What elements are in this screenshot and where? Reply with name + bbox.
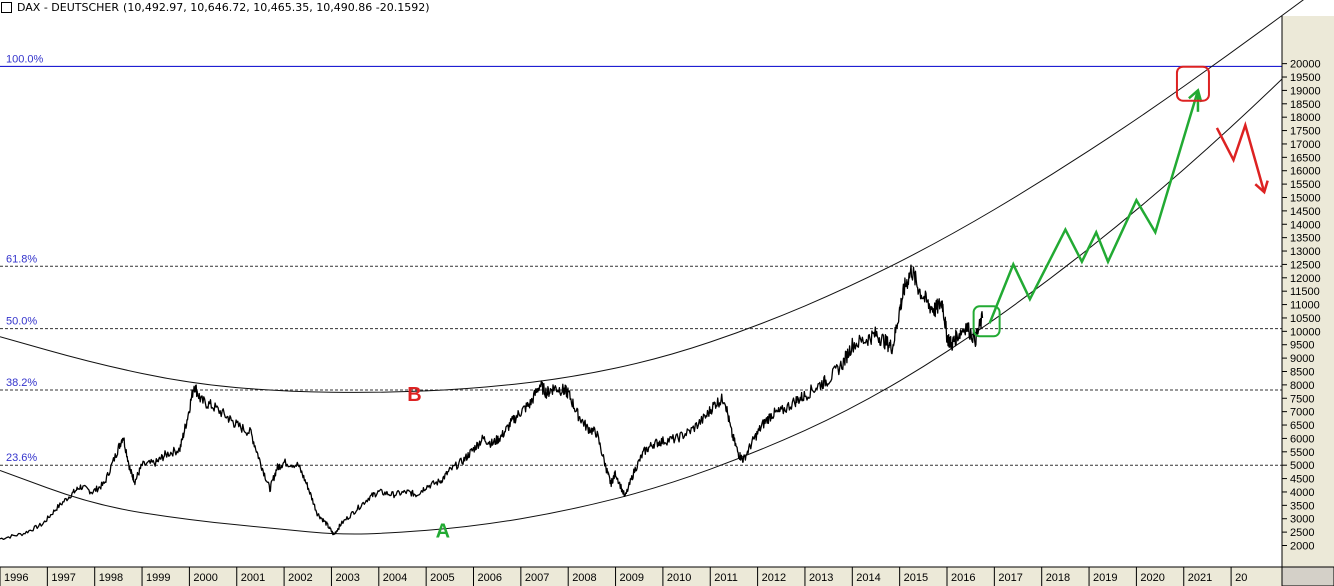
x-axis-tick-label: 1999	[146, 572, 170, 584]
trend-curve-b	[0, 0, 1304, 393]
y-axis-tick-label: 10500	[1290, 313, 1321, 325]
y-axis-tick-label: 15000	[1290, 192, 1321, 204]
x-axis-tick-label: 2015	[904, 572, 928, 584]
y-axis-panel	[1282, 16, 1334, 567]
y-axis-tick-label: 14500	[1290, 206, 1321, 218]
window-icon[interactable]	[1, 1, 12, 13]
y-axis-tick-label: 17000	[1290, 139, 1321, 151]
y-axis-tick-label: 5500	[1290, 447, 1314, 459]
y-axis-tick-label: 16500	[1290, 152, 1321, 164]
green-projection-line	[988, 90, 1200, 324]
fib-level-label: 38.2%	[6, 377, 37, 389]
x-axis-tick-label: 2000	[193, 572, 217, 584]
y-axis-tick-label: 11000	[1290, 300, 1320, 312]
fib-level-label: 23.6%	[6, 452, 37, 464]
trend-curve-a	[0, 36, 1327, 535]
y-axis-tick-label: 20000	[1290, 59, 1321, 71]
x-axis-tick-label: 2012	[762, 572, 786, 584]
y-axis-tick-label: 8000	[1290, 380, 1314, 392]
x-axis-tick-label: 2018	[1046, 572, 1070, 584]
y-axis-tick-label: 18000	[1290, 112, 1321, 124]
y-axis-tick-label: 14000	[1290, 219, 1321, 231]
y-axis-tick-label: 2000	[1290, 541, 1314, 553]
x-axis-tick-label: 2020	[1140, 572, 1164, 584]
x-axis-tick-label: 2001	[241, 572, 265, 584]
x-axis-panel	[0, 567, 1334, 586]
x-axis-tick-label: 2013	[809, 572, 833, 584]
y-axis-tick-label: 7500	[1290, 393, 1314, 405]
y-axis-tick-label: 18500	[1290, 99, 1321, 111]
y-axis-tick-label: 9000	[1290, 353, 1314, 365]
y-axis-tick-label: 17500	[1290, 126, 1321, 138]
y-axis-tick-label: 4500	[1290, 474, 1314, 486]
y-axis-tick-label: 2500	[1290, 527, 1314, 539]
dax-price-line	[0, 264, 984, 541]
y-axis-tick-label: 15500	[1290, 179, 1321, 191]
x-axis-tick-label: 2014	[856, 572, 880, 584]
x-axis-tick-label: 2008	[572, 572, 596, 584]
y-axis-tick-label: 4000	[1290, 487, 1314, 499]
x-axis-tick-label: 20	[1235, 572, 1247, 584]
green-highlight-box	[972, 305, 1001, 338]
x-axis-tick-label: 2017	[998, 572, 1022, 584]
fib-level-label: 100.0%	[6, 53, 44, 65]
x-axis-tick-label: 1996	[4, 572, 28, 584]
x-axis-tick-label: 2009	[620, 572, 644, 584]
chart-header: DAX - DEUTSCHER (10,492.97, 10,646.72, 1…	[0, 0, 429, 14]
y-axis-tick-label: 7000	[1290, 407, 1314, 419]
y-axis-tick-label: 19000	[1290, 85, 1321, 97]
y-axis-tick-label: 19500	[1290, 72, 1321, 84]
fib-level-label: 50.0%	[6, 316, 37, 328]
red-projection-line	[1215, 120, 1266, 193]
x-axis-tick-label: 1998	[99, 572, 123, 584]
x-axis-tick-label: 1997	[51, 572, 75, 584]
curve-label-a: A	[436, 520, 450, 542]
x-axis-tick-label: 2002	[288, 572, 312, 584]
ticker-label: DAX - DEUTSCHER	[17, 0, 120, 14]
y-axis-tick-label: 10000	[1290, 326, 1321, 338]
y-axis-tick-label: 11500	[1290, 286, 1320, 298]
y-axis-tick-label: 12000	[1290, 273, 1321, 285]
y-axis-tick-label: 6500	[1290, 420, 1314, 432]
red-highlight-box	[1175, 65, 1210, 102]
y-axis-tick-label: 13000	[1290, 246, 1321, 258]
x-axis-tick-label: 2011	[714, 572, 738, 584]
x-axis-tick-label: 2006	[478, 572, 502, 584]
x-axis-tick-label: 2016	[951, 572, 975, 584]
curve-label-b: B	[407, 384, 421, 406]
axis-corner	[1281, 566, 1334, 586]
quote-values: (10,492.97, 10,646.72, 10,465.35, 10,490…	[123, 0, 430, 14]
x-axis-tick-label: 2005	[430, 572, 454, 584]
x-axis-tick-label: 2021	[1188, 572, 1212, 584]
x-axis-tick-label: 2019	[1093, 572, 1117, 584]
y-axis-tick-label: 12500	[1290, 259, 1321, 271]
y-axis-tick-label: 9500	[1290, 340, 1314, 352]
x-axis-tick-label: 2010	[667, 572, 691, 584]
red-projection-arrowhead	[1254, 180, 1269, 195]
fib-level-label: 61.8%	[6, 253, 37, 265]
y-axis-tick-label: 5000	[1290, 460, 1314, 472]
x-axis-tick-label: 2003	[335, 572, 359, 584]
y-axis-tick-label: 16000	[1290, 166, 1321, 178]
y-axis-tick-label: 3500	[1290, 500, 1314, 512]
y-axis-tick-label: 13500	[1290, 233, 1321, 245]
y-axis-tick-label: 8500	[1290, 366, 1314, 378]
x-axis-tick-label: 2007	[525, 572, 549, 584]
y-axis-tick-label: 6000	[1290, 433, 1314, 445]
x-axis-tick-label: 2004	[383, 572, 407, 584]
y-axis-tick-label: 3000	[1290, 514, 1314, 526]
